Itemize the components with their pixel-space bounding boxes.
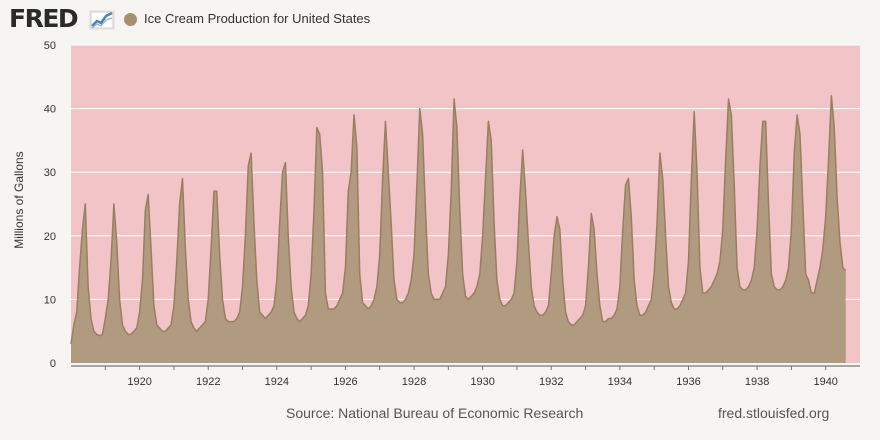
- x-tick-label: 1940: [813, 376, 837, 388]
- site-link[interactable]: fred.stlouisfed.org: [718, 405, 830, 421]
- source-text: Source: National Bureau of Economic Rese…: [286, 405, 584, 421]
- line-chart-icon: [89, 10, 115, 30]
- fred-logo[interactable]: FRED: [9, 4, 79, 33]
- y-tick-label: 50: [44, 40, 56, 52]
- x-tick-label: 1936: [676, 376, 700, 388]
- y-tick-label: 20: [44, 231, 56, 243]
- x-axis-ticks: 1920 1922 1924 1926 1928 1930 1932 1934 1936 1938…: [104, 366, 838, 388]
- x-tick-label: 1930: [470, 376, 494, 388]
- x-tick-label: 1926: [333, 376, 357, 388]
- y-tick-label: 40: [44, 104, 56, 116]
- y-tick-label: 30: [44, 167, 56, 179]
- y-tick-labels: 0 10 20 30 40 50: [44, 40, 56, 370]
- x-tick-label: 1932: [539, 376, 563, 388]
- legend-swatch: [124, 13, 137, 26]
- y-tick-label: 0: [50, 358, 56, 370]
- x-tick-label: 1920: [127, 376, 151, 388]
- legend-label[interactable]: Ice Cream Production for United States: [144, 11, 371, 26]
- series-line: [70, 95, 847, 345]
- x-tick-label: 1938: [745, 376, 769, 388]
- x-tick-label: 1928: [402, 376, 426, 388]
- x-tick-label: 1924: [265, 376, 289, 388]
- y-tick-label: 10: [44, 294, 56, 306]
- chart-header: FRED Ice Cream Production for United Sta…: [0, 0, 880, 40]
- y-axis-label: Millions of Gallons: [12, 151, 26, 248]
- x-tick-label: 1922: [196, 376, 220, 388]
- x-tick-label: 1934: [608, 376, 632, 388]
